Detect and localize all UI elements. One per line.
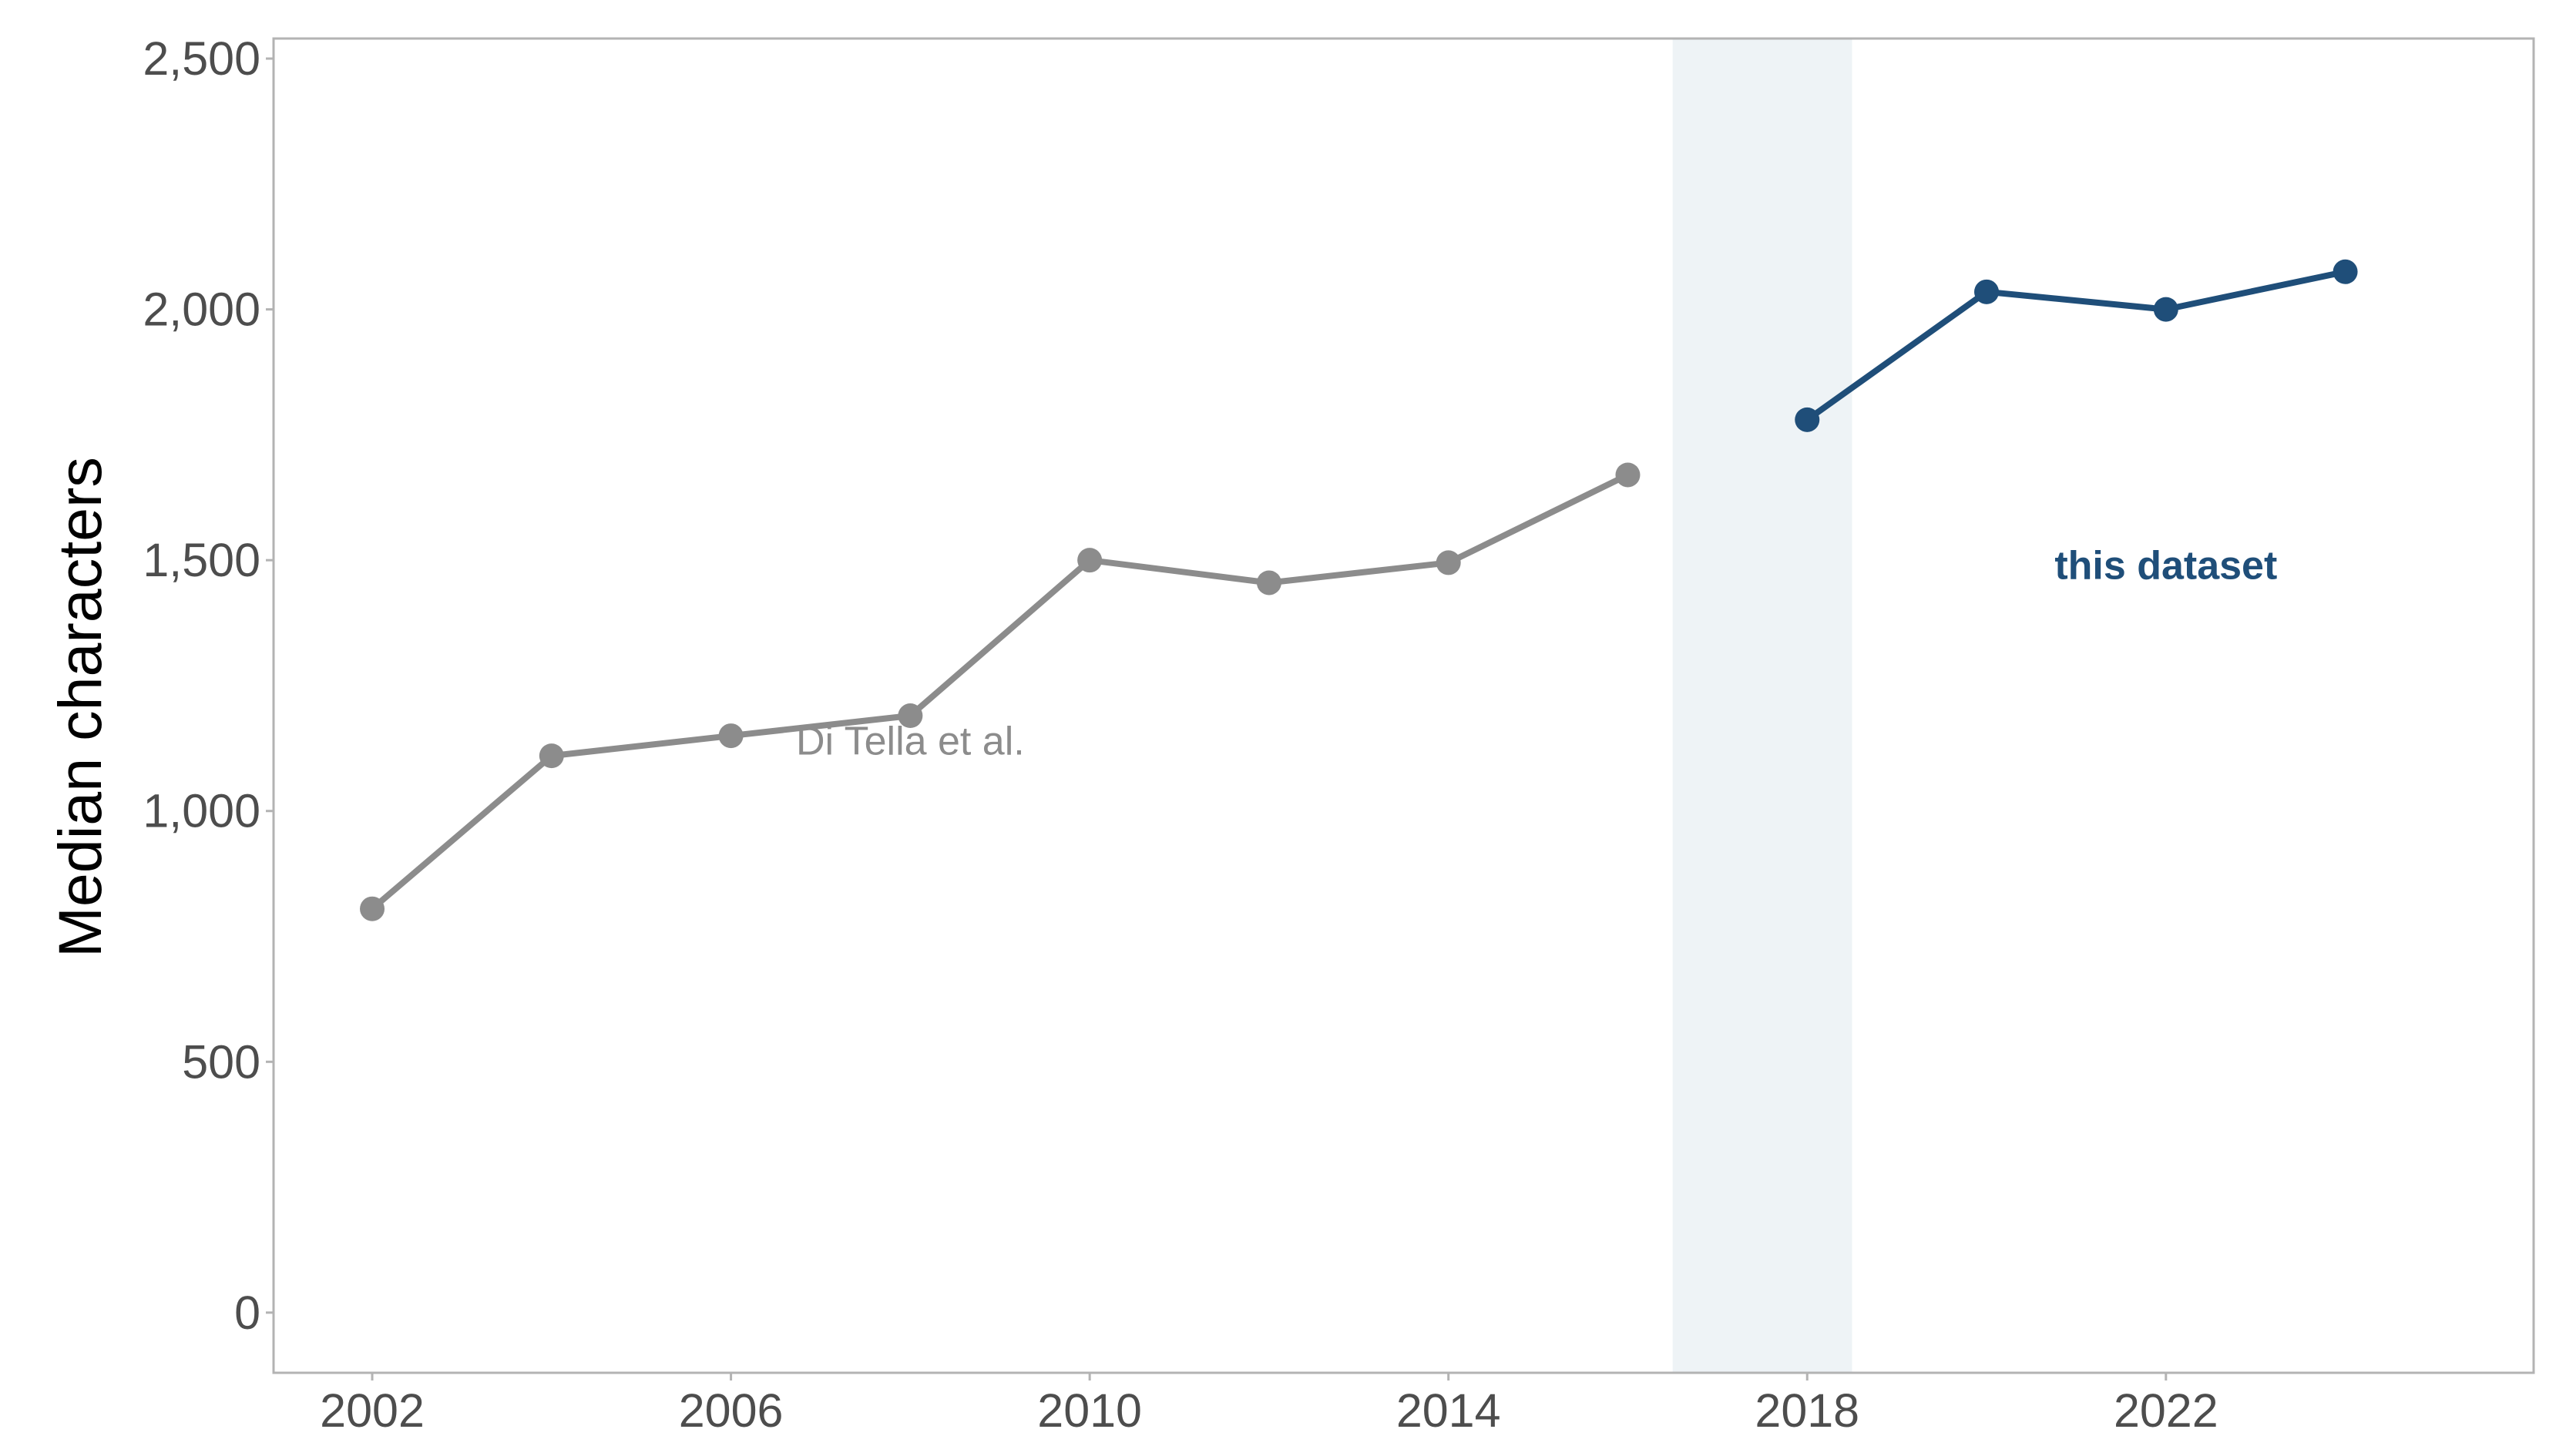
data-point [360, 896, 385, 921]
y-tick-label: 1,500 [143, 534, 260, 586]
y-tick-label: 2,000 [143, 283, 260, 336]
y-axis-title: Median characters [45, 457, 114, 958]
y-axis-ticks: 0 500 1,000 1,500 2,000 2,500 [143, 32, 274, 1339]
x-tick-label: 2022 [2114, 1384, 2218, 1437]
annotation-layer: Di Tella et al. this dataset [796, 544, 2277, 764]
data-point [2153, 297, 2178, 322]
data-point [1436, 550, 1461, 575]
data-point [898, 703, 923, 729]
x-tick-label: 2014 [1396, 1384, 1501, 1437]
x-tick-label: 2018 [1755, 1384, 1859, 1437]
annotation-label: this dataset [2054, 544, 2277, 589]
series-line [369, 471, 1631, 912]
y-tick-label: 2,500 [143, 32, 260, 85]
series-1 [360, 462, 1641, 921]
series-2 [1795, 259, 2358, 432]
highlight-band-layer [1672, 39, 1852, 1373]
x-tick-label: 2010 [1037, 1384, 1142, 1437]
data-point [2333, 259, 2358, 284]
highlight-band [1672, 39, 1852, 1373]
y-tick-label: 0 [234, 1287, 260, 1339]
data-point [539, 743, 564, 769]
plot-panel-border [272, 37, 2535, 1374]
data-point [1077, 548, 1103, 573]
data-point [1256, 570, 1281, 595]
x-axis-ticks: 2002 2006 2010 2014 2018 2022 [320, 1373, 2218, 1437]
data-point [1974, 279, 2000, 304]
series-layer [360, 259, 2358, 921]
series-line [1804, 268, 2349, 423]
y-tick-label: 500 [182, 1035, 260, 1088]
x-tick-label: 2002 [320, 1384, 425, 1437]
data-point [1795, 407, 1820, 432]
data-point [1615, 462, 1641, 488]
y-tick-label: 1,000 [143, 785, 260, 837]
annotation-label: Di Tella et al. [796, 720, 1025, 764]
data-point [718, 723, 744, 749]
x-tick-label: 2006 [679, 1384, 784, 1437]
